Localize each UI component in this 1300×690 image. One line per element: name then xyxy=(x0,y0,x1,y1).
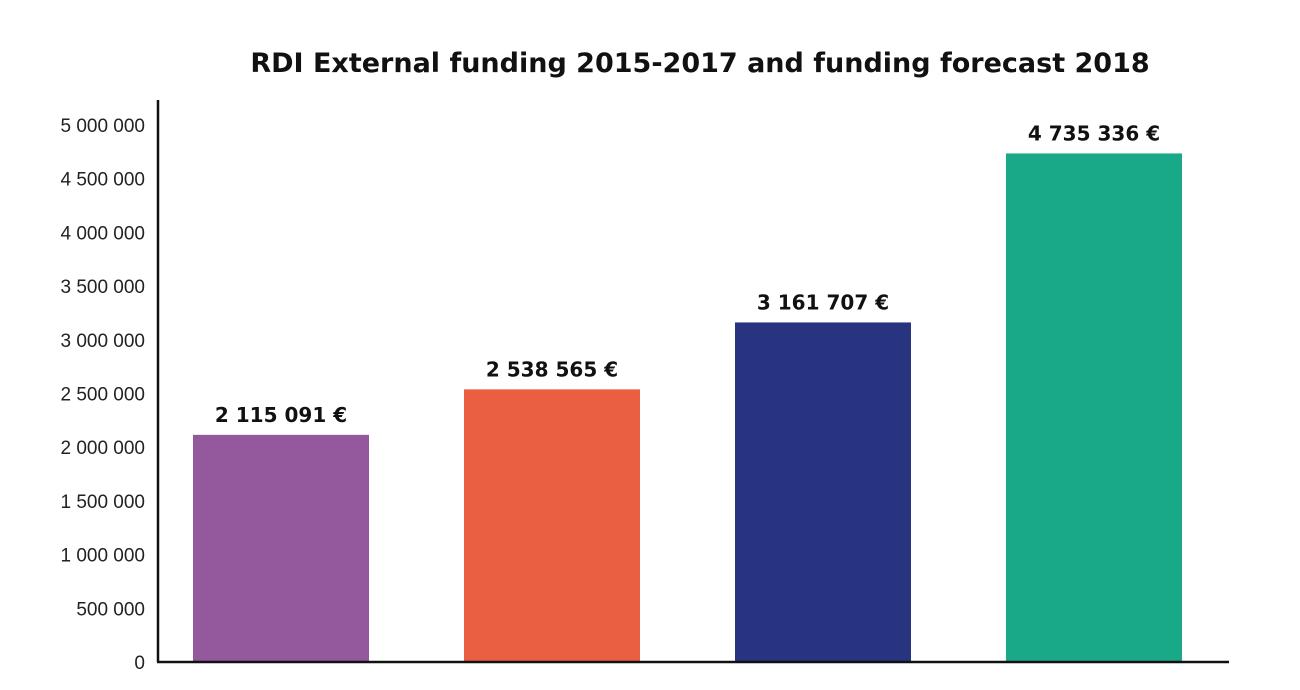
y-tick-label: 500 000 xyxy=(76,599,145,620)
y-tick-label: 2 000 000 xyxy=(60,438,145,459)
y-tick-label: 3 500 000 xyxy=(60,277,145,298)
bars-group xyxy=(193,153,1182,662)
bar-value-label: 3 161 707 € xyxy=(757,290,889,314)
bar-2015 xyxy=(193,434,369,662)
y-tick-label: 4 000 000 xyxy=(60,223,145,244)
bar-value-label: 2 115 091 € xyxy=(215,403,347,427)
y-tick-label: 3 000 000 xyxy=(60,331,145,352)
y-axis-ticks: 0 500 000 1 000 000 1 500 000 2 000 000 2 500… xyxy=(60,116,145,674)
bar-value-label: 2 538 565 € xyxy=(486,357,618,381)
bar-2016 xyxy=(464,389,640,662)
value-labels-group: 2 115 091 € 2 538 565 € 3 161 707 € 4 735 3… xyxy=(215,121,1160,426)
y-tick-label: 0 xyxy=(134,653,145,674)
chart-title: RDI External funding 2015-2017 and fundi… xyxy=(250,48,1149,79)
bar-2018 xyxy=(1006,153,1182,662)
y-tick-label: 4 500 000 xyxy=(60,170,145,191)
y-tick-label: 1 000 000 xyxy=(60,546,145,567)
y-tick-label: 2 500 000 xyxy=(60,385,145,406)
bar-value-label: 4 735 336 € xyxy=(1028,121,1160,145)
bar-2017 xyxy=(735,322,911,662)
y-tick-label: 1 500 000 xyxy=(60,492,145,513)
y-tick-label: 5 000 000 xyxy=(60,116,145,137)
